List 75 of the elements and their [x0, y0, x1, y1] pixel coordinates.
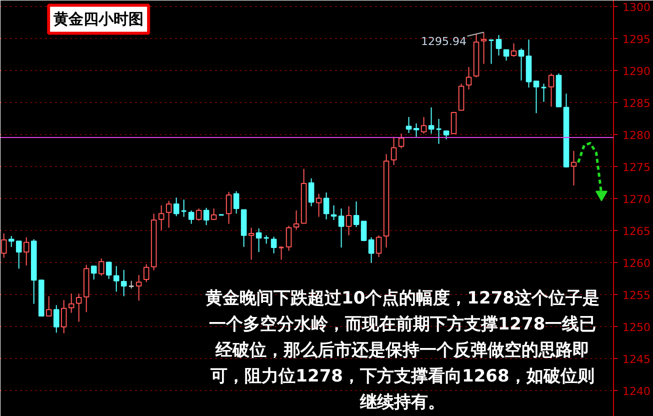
candlestick: [143, 264, 150, 283]
candlestick: [90, 266, 97, 280]
candlestick: [270, 236, 277, 254]
candlestick: [278, 246, 284, 260]
candlestick: [196, 208, 202, 222]
candlestick: [113, 266, 120, 292]
candlestick: [436, 118, 442, 144]
annotation: 1295.94: [421, 35, 467, 48]
candlestick: [8, 236, 14, 248]
candlestick: [518, 48, 524, 81]
y-tick-label: 1290: [622, 64, 650, 78]
y-tick-label: 1250: [622, 320, 650, 334]
candlestick: [158, 204, 164, 231]
y-tick-label: 1265: [622, 224, 650, 238]
candlestick: [166, 200, 172, 228]
y-tick-label: 1295: [622, 32, 650, 46]
candlestick: [406, 116, 412, 134]
candlestick: [570, 150, 577, 186]
y-tick-label: 1280: [622, 128, 650, 142]
candlestick: [458, 83, 464, 111]
candlestick: [360, 220, 367, 242]
candlestick: [548, 72, 554, 108]
annotation: 黄金晚间下跌超过10个点的幅度，1278这个位子是一个多空分水岭，而现在前期下方支撑1278一线已经破位，那么后市还是保持一个反弹做空的思路即可，阻力位1278，下方支撑看向1268，如破位则继续持有。: [204, 288, 600, 412]
y-tick-label: 1240: [622, 384, 650, 398]
candlestick: [136, 274, 142, 302]
candlestick: [98, 258, 104, 276]
candlestick: [450, 111, 457, 134]
y-tick-label: 1255: [622, 288, 650, 302]
candlestick: [203, 207, 210, 226]
candlestick: [420, 116, 427, 134]
candlestick: [16, 240, 22, 270]
candlestick: [248, 227, 254, 260]
candlestick: [390, 136, 397, 166]
candlestick: [226, 191, 232, 224]
candlestick: [488, 39, 494, 64]
y-tick-label: 1275: [622, 160, 650, 174]
candlestick: [173, 197, 180, 217]
candlestick: [346, 206, 352, 236]
candlestick: [540, 83, 547, 102]
candlestick: [398, 133, 404, 149]
text: 黄金四小时图: [52, 10, 144, 28]
candlestick: [233, 190, 240, 214]
candlestick: [368, 236, 374, 264]
candlestick: [286, 225, 292, 252]
candlestick: [76, 293, 82, 322]
candlestick: [533, 80, 540, 114]
candlestick: [496, 34, 502, 56]
candlestick: [23, 236, 30, 266]
candlestick: [480, 32, 487, 64]
candlestick: [60, 300, 67, 334]
candlestick: [308, 178, 314, 207]
candlestick: [188, 210, 194, 224]
candlestick: [413, 122, 420, 138]
y-tick-label: 1270: [622, 192, 650, 206]
candlestick: [323, 192, 330, 220]
y-tick-label: 1260: [622, 256, 650, 270]
candlestick: [466, 66, 472, 90]
candlestick: [293, 210, 300, 230]
candlestick: [353, 200, 360, 228]
y-tick-label: 1245: [622, 352, 650, 366]
candlestick: [180, 199, 187, 218]
candlestick: [330, 204, 337, 221]
candlestick: [338, 208, 344, 248]
y-tick-label: 1300: [622, 0, 650, 14]
candlestick: [503, 49, 510, 62]
candlestick: [68, 293, 74, 314]
candlestick: [428, 106, 434, 134]
candlestick: [256, 228, 262, 253]
candlestick: [106, 261, 112, 280]
candlestick: [53, 304, 60, 334]
candlestick: [46, 296, 52, 317]
candlestick: [376, 234, 382, 258]
candlestick: [510, 42, 517, 58]
candlestick: [120, 269, 127, 297]
y-tick-label: 1285: [622, 96, 650, 110]
